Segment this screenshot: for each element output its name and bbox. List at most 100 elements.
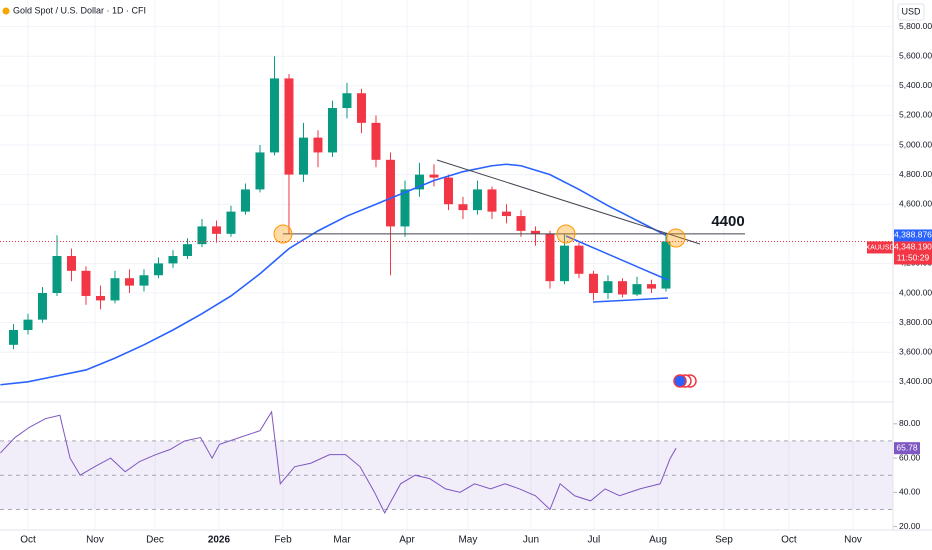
- candle-body: [429, 174, 439, 178]
- y-tick-label: 5,200.000: [899, 110, 932, 120]
- x-tick-label: Oct: [20, 535, 36, 546]
- highlight-circle: [666, 228, 686, 248]
- candle-body: [545, 233, 555, 282]
- y-tick-label: 5,000.000: [899, 139, 932, 149]
- x-tick-label: Nov: [86, 535, 104, 546]
- candle-body: [530, 230, 540, 234]
- candle-body: [487, 189, 497, 212]
- rsi-band: [0, 440, 893, 510]
- wedge-upper-line: [565, 235, 669, 281]
- candle-body: [284, 78, 294, 175]
- candle-body: [168, 256, 178, 264]
- x-tick-label: Jul: [588, 535, 601, 546]
- candle-body: [443, 177, 453, 205]
- rsi-tick-label: 20.00: [899, 521, 921, 531]
- candle-body: [559, 245, 569, 282]
- candle-body: [385, 159, 395, 227]
- candle-body: [342, 93, 352, 109]
- x-tick-label: May: [458, 535, 477, 546]
- x-tick-label: Oct: [781, 535, 797, 546]
- rsi-line: [0, 410, 677, 514]
- countdown: 11:50:29: [897, 253, 930, 263]
- candle-body: [632, 284, 642, 295]
- candle-body: [574, 245, 584, 274]
- chart-title: Gold Spot / U.S. Dollar · 1D · CFI: [13, 5, 146, 15]
- y-tick-label: 5,800.000: [899, 21, 932, 31]
- ticker-label: XAUUSD: [865, 244, 894, 251]
- candle-body: [197, 226, 207, 245]
- price-label: 4,388.876: [894, 230, 932, 240]
- x-tick-label: Sep: [715, 535, 733, 546]
- candle-body: [226, 211, 236, 234]
- y-tick-label: 4,600.000: [899, 198, 932, 208]
- wedge-lower-line: [592, 297, 669, 303]
- candle-body: [81, 270, 91, 296]
- candle-body: [371, 122, 381, 160]
- rsi-value-label: 65.78: [896, 442, 918, 452]
- candle-body: [414, 174, 424, 190]
- candle-body: [110, 278, 120, 301]
- price-label-box: [894, 229, 932, 242]
- y-tick-label: 3,400.000: [899, 376, 932, 386]
- price-label-box: [894, 241, 932, 265]
- candle-body: [37, 293, 47, 320]
- candle-body: [603, 281, 613, 294]
- price-label: 4,348.190: [894, 242, 932, 252]
- y-tick-label: 5,400.000: [899, 80, 932, 90]
- candle-body: [298, 137, 308, 175]
- rsi-value-box: [894, 442, 920, 455]
- rsi-tick-label: 60.00: [899, 452, 921, 462]
- candle-body: [327, 108, 337, 153]
- symbol-icon: [2, 7, 10, 15]
- currency[interactable]: USD: [901, 6, 921, 16]
- candle-body: [269, 78, 279, 153]
- candle-body: [66, 256, 76, 271]
- candle-body: [356, 93, 366, 123]
- candle-body: [661, 241, 671, 289]
- flag-icon: [673, 374, 697, 388]
- candle-body: [458, 204, 468, 211]
- rsi-tick-label: 80.00: [899, 418, 921, 428]
- candle-body: [472, 189, 482, 211]
- x-tick-label: Feb: [274, 535, 292, 546]
- y-tick-label: 4,000.000: [899, 287, 932, 297]
- x-tick-label: Mar: [333, 535, 351, 546]
- trend-line: [436, 159, 701, 245]
- rsi-tick-label: 40.00: [899, 487, 921, 497]
- x-tick-label: Nov: [844, 535, 862, 546]
- candle-body: [124, 278, 134, 286]
- candle-body: [255, 152, 265, 190]
- y-tick-label: 4,800.000: [899, 169, 932, 179]
- moving-average-line: [0, 163, 667, 386]
- candle-body: [23, 319, 33, 331]
- candle-body: [588, 273, 598, 294]
- y-tick-label: 3,600.000: [899, 346, 932, 356]
- highlight-circle: [273, 224, 293, 244]
- x-tick-label: 2026: [208, 535, 231, 546]
- candle-body: [139, 275, 149, 286]
- currency-box[interactable]: [897, 3, 925, 21]
- candle-body: [153, 263, 163, 276]
- grid-layer: [0, 0, 893, 530]
- candle-body: [617, 281, 627, 295]
- highlight-circle: [556, 224, 576, 244]
- candle-body: [95, 295, 105, 301]
- candle-body: [211, 226, 221, 234]
- candle-body: [8, 330, 18, 345]
- x-tick-label: Dec: [146, 535, 164, 546]
- annotation-label: 4400: [711, 213, 744, 230]
- candle-body: [400, 189, 410, 227]
- candle-body: [240, 189, 250, 212]
- candle-body: [182, 244, 192, 257]
- x-tick-label: Apr: [399, 535, 415, 546]
- candle-body: [501, 211, 511, 217]
- candle-body: [52, 256, 62, 294]
- x-tick-label: Aug: [649, 535, 667, 546]
- candle-body: [516, 216, 526, 231]
- ticker-label-box: [867, 241, 893, 254]
- y-tick-label: 3,800.000: [899, 317, 932, 327]
- plot-layer: Oct Nov Dec 2026 Feb Mar Apr May Jun Jul Aug Sep Oct…: [0, 21, 932, 546]
- x-tick-label: Jun: [523, 535, 539, 546]
- y-tick-label: 5,600.000: [899, 50, 932, 60]
